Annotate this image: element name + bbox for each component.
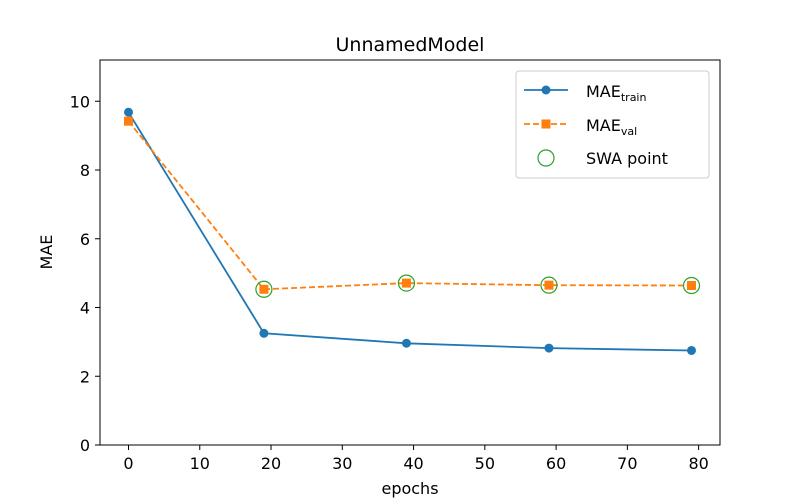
legend-box — [515, 70, 710, 179]
data-point-val — [686, 281, 696, 290]
y-tick-label: 2 — [80, 367, 90, 386]
data-point-train — [686, 345, 696, 355]
x-axis-label: epochs — [381, 479, 438, 498]
legend-label-val-main: MAE — [586, 116, 621, 135]
y-tick-label: 4 — [80, 299, 90, 318]
x-tick-label: 80 — [688, 454, 708, 473]
data-point-val — [544, 280, 554, 290]
x-tick-label: 20 — [261, 454, 281, 473]
chart-title: UnnamedModel — [336, 34, 485, 56]
legend-label-val-sub: val — [621, 125, 637, 138]
plot-area — [99, 59, 721, 446]
data-point-train — [259, 328, 269, 338]
data-point-train — [544, 343, 554, 353]
x-tick-label: 0 — [123, 454, 133, 473]
y-axis-label: MAE — [37, 235, 56, 270]
legend-entry-train: MAEtrain — [524, 82, 646, 104]
swa-point — [682, 276, 701, 295]
legend: MAEtrain MAEval SWA point — [515, 70, 710, 179]
legend-label-train-sub: train — [621, 91, 647, 104]
x-tick-label: 30 — [332, 454, 352, 473]
y-tick-label: 0 — [80, 436, 90, 455]
x-tick-label: 10 — [190, 454, 210, 473]
swa-point — [397, 274, 416, 292]
x-tick-label: 60 — [546, 454, 566, 473]
swa-points — [255, 274, 701, 298]
data-point-val — [124, 116, 134, 126]
data-point-train — [401, 338, 411, 348]
legend-marker-train — [541, 85, 551, 95]
data-point-train — [124, 107, 134, 117]
y-axis: 0 2 4 6 8 10 — [70, 92, 100, 455]
y-tick-label: 6 — [80, 230, 90, 249]
x-tick-label: 40 — [403, 454, 423, 473]
legend-entry-val: MAEval — [524, 116, 637, 138]
legend-entry-swa: SWA point — [537, 149, 668, 168]
x-tick-label: 70 — [617, 454, 637, 473]
swa-point — [540, 276, 558, 294]
legend-label-train: MAEtrain — [586, 82, 646, 104]
x-tick-label: 50 — [475, 454, 495, 473]
y-tick-label: 10 — [70, 92, 90, 111]
legend-label-train-main: MAE — [586, 82, 621, 101]
legend-marker-swa — [537, 149, 555, 167]
data-point-val — [401, 278, 411, 288]
swa-point — [255, 280, 273, 298]
legend-label-val: MAEval — [586, 116, 637, 138]
legend-label-swa: SWA point — [586, 149, 668, 168]
legend-marker-val — [541, 119, 551, 129]
data-point-val — [259, 284, 269, 294]
series-layer — [124, 107, 696, 355]
y-tick-label: 8 — [80, 161, 90, 180]
x-axis: 0 10 20 30 40 50 60 70 80 — [123, 445, 709, 473]
